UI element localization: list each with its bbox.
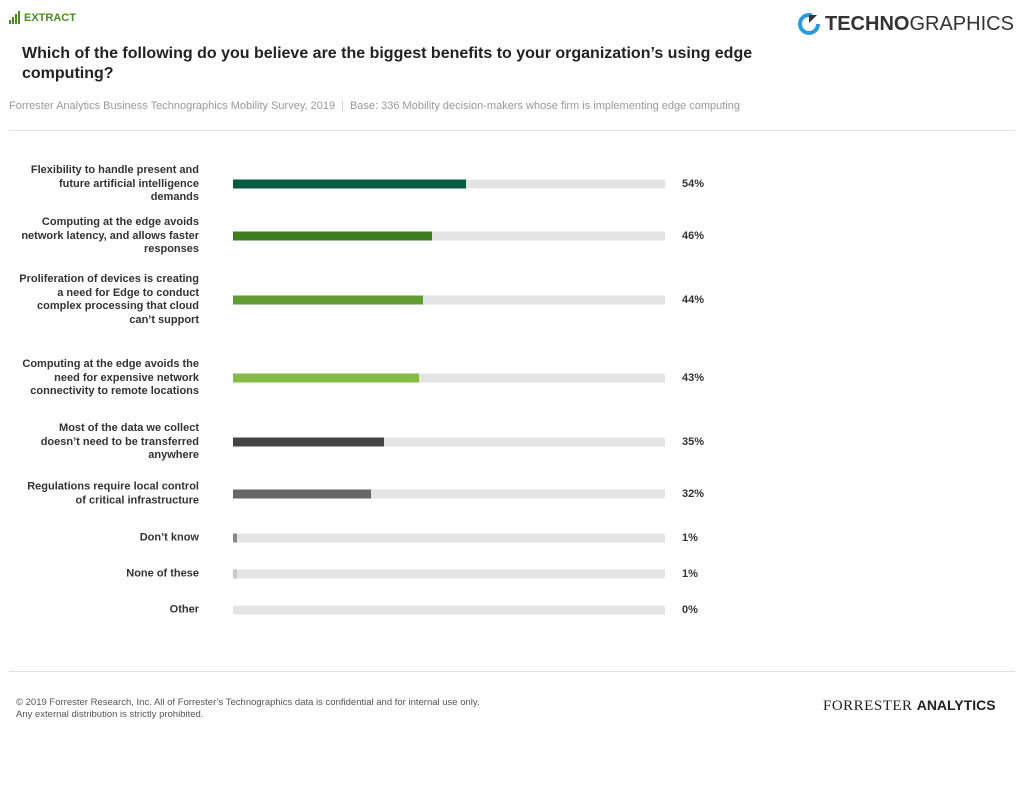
brand-light: GRAPHICS bbox=[909, 12, 1014, 35]
category-label: Flexibility to handle present and future… bbox=[30, 163, 199, 203]
bar bbox=[233, 533, 238, 543]
technographics-logo-icon bbox=[798, 13, 820, 35]
category-label: Don’t know bbox=[139, 531, 199, 544]
source: Forrester Analytics Business Technograph… bbox=[9, 100, 336, 112]
bar bbox=[233, 373, 419, 383]
bar-track bbox=[233, 295, 665, 305]
divider bbox=[9, 671, 1015, 672]
category-label: Proliferation of devices is creating a n… bbox=[19, 273, 199, 326]
bar-track bbox=[233, 489, 665, 499]
divider bbox=[9, 130, 1015, 131]
bar-track bbox=[233, 373, 665, 383]
bar bbox=[233, 231, 432, 241]
value-label: 54% bbox=[682, 178, 705, 190]
value-label: 46% bbox=[682, 230, 705, 242]
bar-track bbox=[233, 437, 665, 447]
bar bbox=[233, 295, 424, 305]
footer-text: © 2019 Forrester Research, Inc. All of F… bbox=[16, 697, 516, 720]
category-label: Most of the data we collect doesn’t need… bbox=[40, 421, 199, 461]
value-label: 35% bbox=[682, 436, 705, 448]
base: Base: 336 Mobility decision-makers whose… bbox=[349, 100, 741, 112]
value-label: 1% bbox=[682, 568, 698, 580]
notice: Any external distribution is strictly pr… bbox=[16, 708, 204, 720]
chart-title: Which of the following do you believe ar… bbox=[22, 45, 753, 82]
value-label: 0% bbox=[682, 604, 698, 616]
category-label: Computing at the edge avoids network lat… bbox=[21, 215, 199, 255]
category-label: Other bbox=[169, 603, 199, 616]
category-label: None of these bbox=[126, 567, 199, 580]
bar bbox=[233, 569, 238, 579]
category-label: Regulations require local control of cri… bbox=[27, 480, 199, 507]
bar-track bbox=[233, 179, 665, 189]
bar-track bbox=[233, 569, 665, 579]
forrester-analytics-logo: FORRESTER ANALYTICS bbox=[823, 697, 996, 715]
bar-chart-icon bbox=[9, 11, 20, 24]
bar bbox=[233, 489, 372, 499]
value-label: 32% bbox=[682, 488, 705, 500]
extract-label: EXTRACT bbox=[24, 12, 76, 24]
source-line: Forrester Analytics Business Technograph… bbox=[9, 100, 741, 112]
logo-analytics: ANALYTICS bbox=[916, 697, 996, 713]
bar-track bbox=[233, 605, 665, 615]
value-label: 44% bbox=[682, 294, 705, 306]
technographics-logo: TECHNOGRAPHICS bbox=[797, 12, 1014, 36]
bar bbox=[233, 179, 467, 189]
extract-badge: EXTRACT bbox=[9, 11, 76, 24]
value-label: 43% bbox=[682, 372, 705, 384]
brand-bold: TECHNO bbox=[825, 12, 910, 35]
category-label: Computing at the edge avoids the need fo… bbox=[22, 357, 199, 397]
bar-track bbox=[233, 231, 665, 241]
value-label: 1% bbox=[682, 532, 698, 544]
copyright: © 2019 Forrester Research, Inc. All of F… bbox=[16, 697, 480, 708]
bar bbox=[233, 437, 385, 447]
bar-track bbox=[233, 533, 665, 543]
logo-forrester: FORRESTER bbox=[823, 698, 913, 714]
